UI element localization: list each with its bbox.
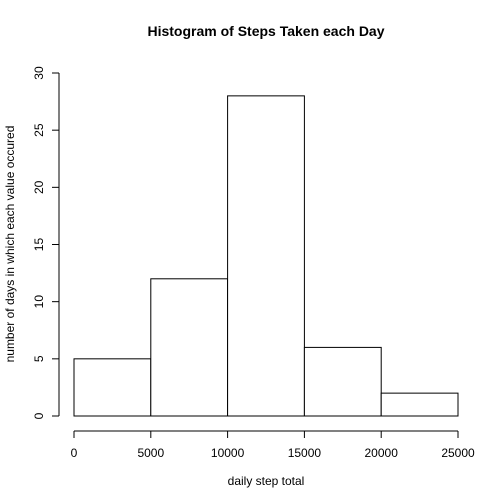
y-tick-label: 30 [32,66,46,80]
histogram-bar-4 [303,346,382,417]
y-tick-label: 25 [32,123,46,137]
y-tick-label: 5 [32,355,46,362]
x-axis-label: daily step total [228,474,305,488]
y-axis-label: number of days in which each value occur… [3,126,17,363]
x-tick-label: 5000 [137,446,164,460]
y-tick-label: 10 [32,295,46,309]
x-axis: 0 5000 10000 15000 20000 25000 [71,430,475,460]
x-tick-label: 0 [71,446,78,460]
histogram-bar-3 [227,95,305,417]
y-tick-label: 15 [32,238,46,252]
y-tick-label: 0 [32,412,46,419]
y-axis: 0 5 10 15 20 25 30 [32,66,60,419]
x-tick-label: 10000 [211,446,245,460]
y-tick-label: 20 [32,180,46,194]
x-tick-label: 15000 [288,446,322,460]
x-tick-label: 25000 [441,446,475,460]
bars-group [73,95,459,417]
x-tick-label: 20000 [365,446,399,460]
chart-title: Histogram of Steps Taken each Day [147,23,384,39]
histogram-bar-5 [380,392,459,417]
histogram-bar-1 [73,358,152,417]
histogram-bar-2 [150,278,229,417]
